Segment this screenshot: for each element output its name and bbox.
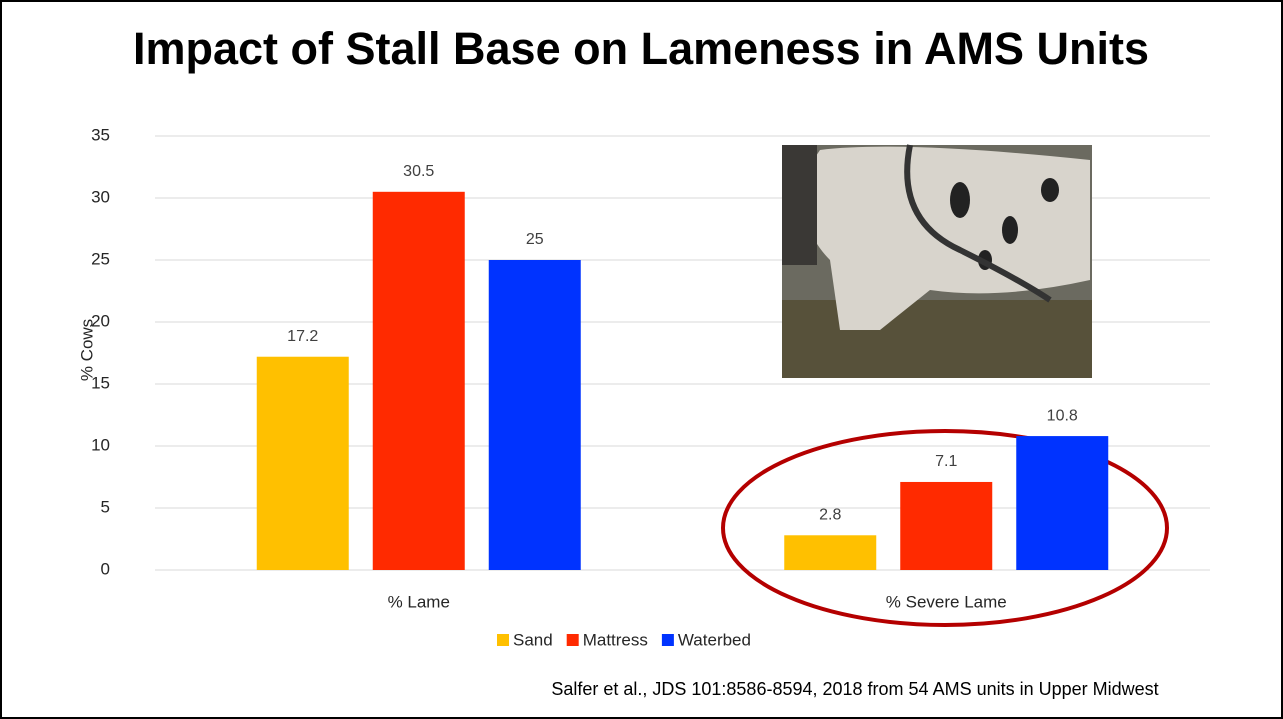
data-label: 7.1 (935, 453, 957, 470)
x-tick-label: % Severe Lame (886, 592, 1007, 611)
legend-label: Sand (513, 630, 553, 649)
data-label: 25 (526, 231, 544, 248)
y-tick-label: 15 (91, 373, 110, 392)
legend-label: Mattress (583, 630, 648, 649)
data-label: 2.8 (819, 506, 841, 523)
bar (256, 356, 349, 570)
y-tick-label: 0 (101, 559, 110, 578)
bar (1016, 436, 1109, 570)
photo (782, 144, 1092, 378)
y-tick-label: 5 (101, 497, 110, 516)
bar (372, 191, 465, 571)
y-tick-label: 25 (91, 249, 110, 268)
legend-swatch (566, 634, 579, 646)
data-label: 10.8 (1047, 407, 1078, 424)
highlight-ellipse (721, 429, 1169, 627)
data-label: 17.2 (287, 328, 318, 345)
y-tick-label: 30 (91, 187, 110, 206)
x-tick-label: % Lame (388, 592, 450, 611)
legend-label: Waterbed (678, 630, 751, 649)
y-axis-label: % Cows (77, 319, 96, 381)
y-tick-label: 20 (91, 311, 110, 330)
legend-swatch (661, 634, 674, 646)
bar (784, 535, 877, 570)
source-note: Salfer et al., JDS 101:8586-8594, 2018 f… (551, 679, 1158, 699)
chart-title: Impact of Stall Base on Lameness in AMS … (133, 23, 1149, 74)
y-tick-label: 35 (91, 125, 110, 144)
data-label: 30.5 (403, 163, 434, 180)
bar (900, 481, 993, 570)
y-tick-label: 10 (91, 435, 110, 454)
bar (488, 260, 581, 570)
legend-swatch (497, 634, 509, 646)
